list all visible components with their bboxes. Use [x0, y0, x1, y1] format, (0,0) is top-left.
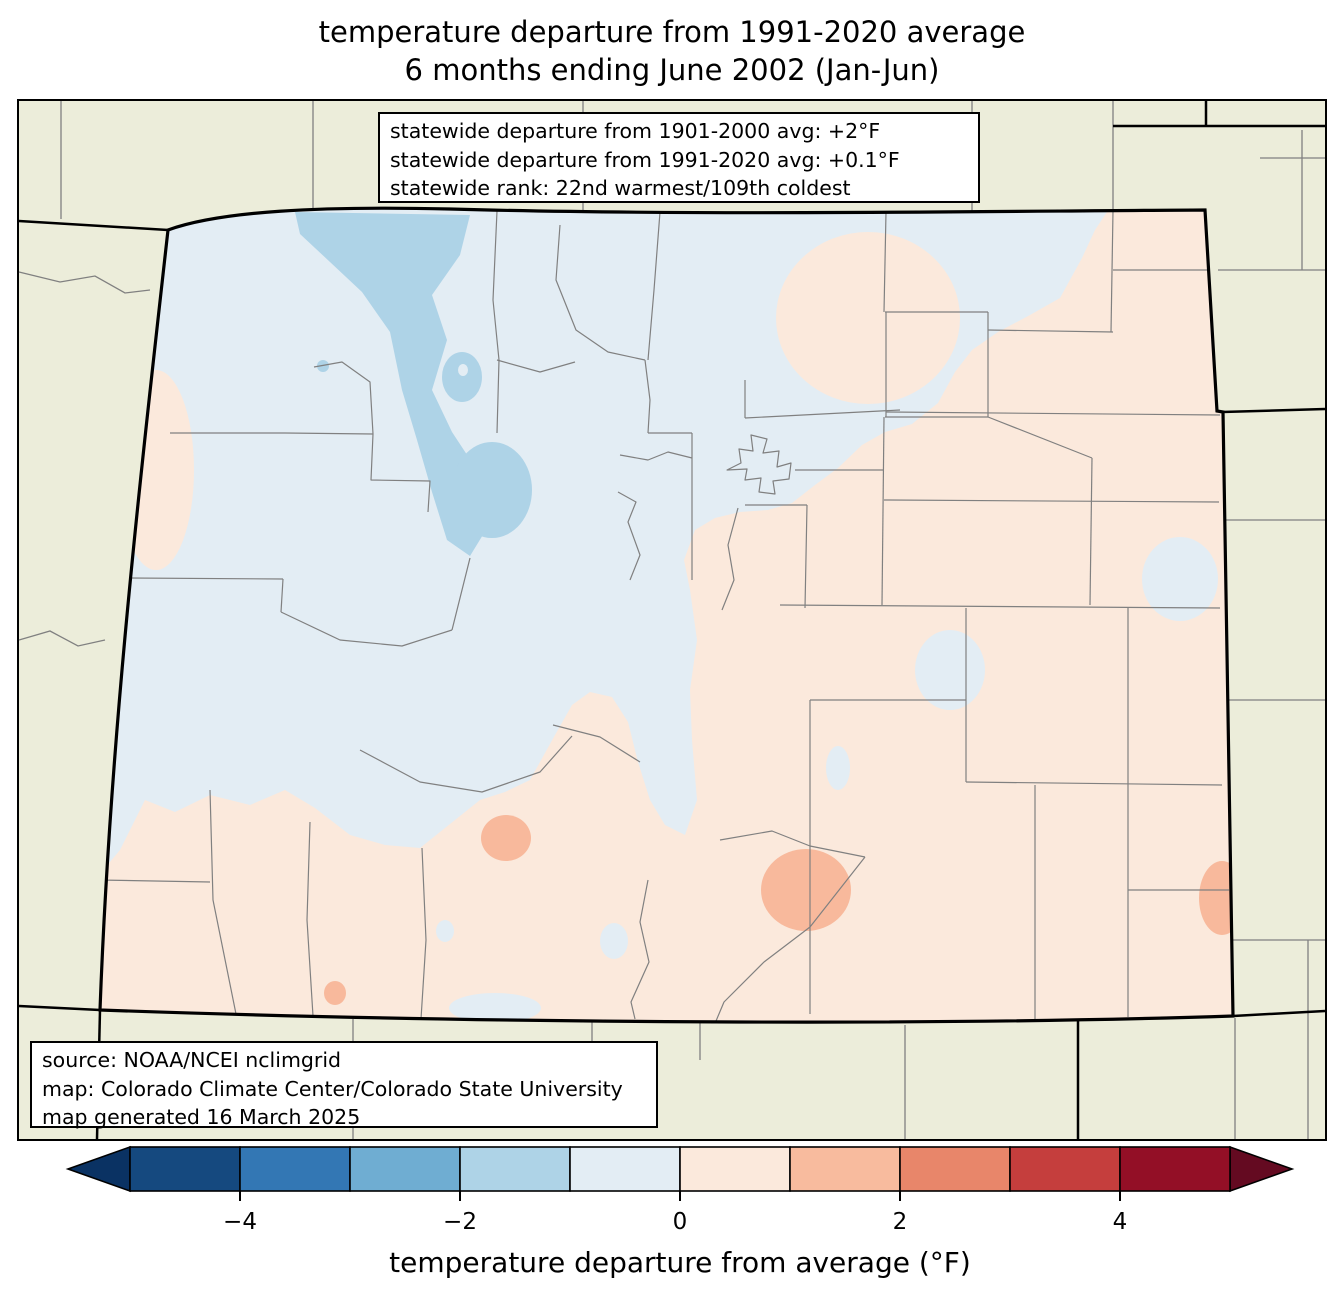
stats-line-rank: statewide rank: 22nd warmest/109th colde…	[390, 176, 851, 200]
fill-salmon-blob-southcenter	[761, 849, 851, 931]
fill-blue-pocket-center-east	[915, 630, 985, 710]
colorbar-over-arrow	[1229, 1145, 1295, 1193]
colorbar-tick-label-2: 2	[893, 1209, 908, 1235]
source-line: source: NOAA/NCEI nclimgrid	[42, 1048, 342, 1072]
fill-pink-blob-northeast	[776, 232, 960, 404]
colorbar-tick-label-m2: −2	[443, 1209, 477, 1235]
fill-blue-pocket-south-border	[449, 993, 541, 1023]
fill-salmon-blob-east-border	[1199, 861, 1233, 935]
county-lines-colorado	[100, 210, 1229, 1022]
colorbar-tick-label-m4: −4	[223, 1209, 257, 1235]
colorbar-seg-2	[349, 1146, 461, 1192]
map-credit-line: map: Colorado Climate Center/Colorado St…	[42, 1076, 623, 1101]
stats-line-1901-2000: statewide departure from 1901-2000 avg: …	[390, 119, 881, 143]
fill-blue-plume-north	[295, 212, 492, 556]
colorbar-seg-4	[569, 1146, 681, 1192]
colorbar-seg-9	[1119, 1146, 1231, 1192]
fill-region-pink-field	[100, 208, 1233, 1023]
figure-title-line1: temperature departure from 1991-2020 ave…	[318, 15, 1026, 49]
colorbar-seg-3	[459, 1146, 571, 1192]
fill-blue-pocket-southcenter	[600, 923, 628, 959]
state-interior	[100, 208, 1233, 1023]
colorbar-seg-6	[789, 1146, 901, 1192]
colorbar-seg-1	[239, 1146, 351, 1192]
stats-line-1991-2020: statewide departure from 1991-2020 avg: …	[390, 147, 900, 172]
colorbar-seg-7	[899, 1146, 1011, 1192]
figure-title-line2: 6 months ending June 2002 (Jan-Jun)	[404, 53, 940, 87]
fill-salmon-blob-saguache	[481, 815, 531, 861]
fill-blue-blob-small	[442, 352, 482, 402]
fill-blue-pocket-small	[826, 746, 850, 790]
colorbar-under-arrow	[65, 1145, 131, 1193]
source-attribution-box: source: NOAA/NCEI nclimgrid map: Colorad…	[30, 1041, 658, 1129]
colorbar-tick-label-4: 4	[1113, 1209, 1128, 1235]
fill-salmon-blob-small-southwest	[324, 981, 346, 1005]
generated-date-line: map generated 16 March 2025	[42, 1105, 361, 1129]
fill-blue-blob-round	[452, 442, 532, 538]
colorado-state-border	[98, 206, 1235, 1024]
colorbar-tick-label-0: 0	[673, 1209, 688, 1235]
colorbar-ticks	[239, 1191, 1121, 1201]
colorbar-seg-8	[1009, 1146, 1121, 1192]
fill-blue-blob-small-hole	[458, 364, 468, 376]
fill-blue-pocket-east	[1142, 537, 1218, 621]
colorbar-seg-5	[679, 1146, 791, 1192]
colorbar-segments	[65, 1145, 1295, 1193]
colorbar-seg-0	[129, 1146, 241, 1192]
fill-blue-pocket-tiny	[436, 920, 454, 942]
statewide-stats-box: statewide departure from 1901-2000 avg: …	[378, 112, 980, 203]
colorbar-axis-label: temperature departure from average (°F)	[389, 1246, 971, 1279]
